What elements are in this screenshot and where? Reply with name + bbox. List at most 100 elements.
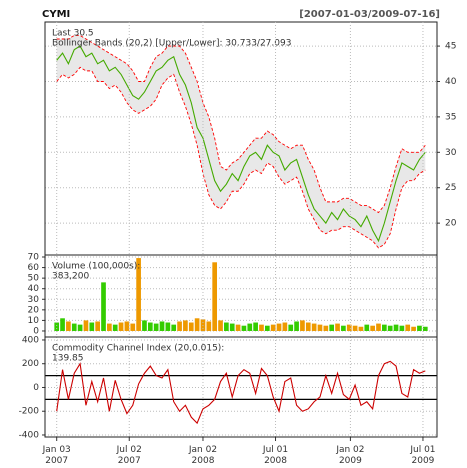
annotation: Volume (100,000s):: [52, 262, 140, 272]
series-line: [56, 360, 426, 425]
volume-bar: [171, 324, 177, 331]
y-tick-label: 30: [445, 148, 457, 158]
y-tick-label: 0: [33, 326, 39, 336]
y-tick-label: 60: [28, 263, 40, 273]
volume-bar: [288, 324, 294, 331]
x-tick-label: Jul 01 2008: [262, 445, 289, 466]
volume-bar: [311, 323, 317, 331]
volume-bar: [218, 320, 223, 331]
y-tick-label: 200: [22, 359, 39, 369]
volume-bar: [323, 325, 329, 331]
volume-bar: [346, 324, 352, 331]
panel-frame: [44, 336, 438, 438]
volume-bar: [335, 323, 340, 331]
volume-bar: [159, 321, 165, 331]
y-tick-label: 45: [445, 42, 456, 52]
volume-bar: [66, 321, 71, 331]
volume-bar: [101, 282, 106, 331]
volume-bar: [411, 326, 416, 331]
volume-bar: [264, 325, 270, 331]
x-tick-label: Jul 02 2007: [116, 445, 142, 466]
y-tick-label: 25: [445, 183, 456, 193]
volume-bar: [376, 323, 381, 331]
volume-bar: [229, 323, 235, 331]
volume-bar: [60, 318, 65, 331]
volume-bar: [352, 325, 358, 331]
volume-bar: [270, 324, 276, 331]
volume-bar: [71, 323, 77, 331]
volume-bar: [276, 323, 282, 331]
y-tick-label: -400: [19, 430, 40, 440]
volume-bar: [95, 321, 100, 331]
volume-bar: [147, 322, 153, 331]
y-tick-label: 10: [28, 316, 40, 326]
volume-bar: [329, 324, 335, 331]
annotation: Commodity Channel Index (20,0.015):: [52, 344, 224, 354]
y-tick-label: 0: [33, 383, 39, 393]
volume-bar: [341, 325, 346, 331]
x-tick-label: Jul 01 2009: [410, 445, 436, 466]
volume-bar: [130, 323, 136, 331]
volume-bar: [118, 322, 124, 331]
volume-bar: [54, 322, 60, 331]
volume-bar: [282, 322, 288, 331]
volume-bar: [142, 320, 147, 331]
volume-bar: [405, 324, 411, 331]
series-line: [56, 35, 426, 214]
volume-bar: [417, 325, 422, 331]
volume-bar: [364, 324, 370, 331]
x-tick-label: Jan 03 2007: [42, 445, 71, 466]
y-tick-label: 30: [28, 295, 40, 305]
annotation: 139.85: [52, 354, 84, 364]
x-tick-label: Jan 02 2008: [188, 445, 218, 466]
series-line: [56, 66, 426, 249]
date-range: [2007-01-03/2009-07-16]: [299, 9, 440, 20]
volume-bar: [294, 321, 299, 331]
y-tick-label: 40: [28, 284, 40, 294]
volume-bar: [136, 258, 141, 331]
y-tick-label: 20: [28, 305, 40, 315]
volume-bar: [89, 322, 95, 331]
annotation: Bollinger Bands (20,2) [Upper/Lower]: 30…: [52, 39, 291, 49]
volume-bar: [259, 324, 264, 331]
volume-bar: [188, 322, 194, 331]
volume-bar: [399, 325, 405, 331]
volume-bar: [194, 318, 200, 331]
volume-bar: [124, 321, 130, 331]
volume-bar: [183, 320, 188, 331]
volume-bar: [83, 320, 89, 331]
volume-bar: [358, 326, 364, 331]
volume-bar: [300, 320, 305, 331]
y-tick-label: 400: [22, 335, 39, 345]
volume-bar: [107, 323, 112, 331]
volume-bar: [235, 324, 241, 331]
y-tick-label: 50: [28, 274, 40, 284]
volume-bar: [165, 322, 171, 331]
volume-bar: [153, 323, 159, 331]
volume-bar: [305, 322, 311, 331]
y-tick-label: 70: [28, 253, 40, 263]
chart-title: CYMI: [42, 9, 70, 20]
volume-bar: [393, 324, 399, 331]
volume-bar: [212, 262, 218, 331]
volume-bar: [387, 325, 393, 331]
volume-bar: [224, 322, 229, 331]
annotation: Last 30.5: [52, 29, 94, 39]
volume-bar: [370, 325, 375, 331]
volume-bar: [317, 324, 323, 331]
volume-bar: [77, 324, 83, 331]
annotation: 383,200: [52, 272, 89, 282]
volume-bar: [112, 324, 118, 331]
y-tick-label: -200: [19, 407, 40, 417]
y-tick-label: 35: [445, 112, 456, 122]
volume-bar: [382, 324, 387, 331]
volume-bar: [177, 321, 182, 331]
band-fill: [56, 35, 426, 248]
volume-bar: [253, 322, 258, 331]
volume-bar: [247, 323, 253, 331]
volume-bar: [241, 325, 247, 331]
series-line: [56, 45, 426, 243]
volume-bar: [422, 326, 428, 331]
